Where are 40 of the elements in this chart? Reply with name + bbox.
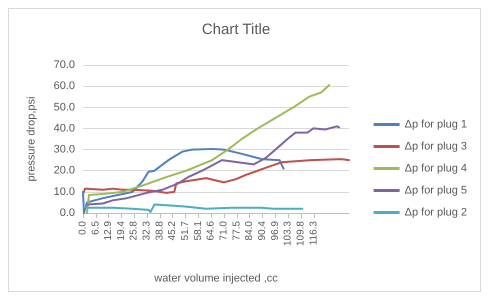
x-tick-label: 90.4	[256, 220, 268, 240]
x-tick-label: 38.8	[154, 220, 166, 240]
y-tick-label: 10.0	[54, 186, 75, 198]
x-tick-label: 51.7	[180, 220, 192, 240]
y-tick-label: 0.0	[60, 207, 75, 219]
line-series	[82, 158, 350, 194]
line-series	[86, 125, 340, 206]
y-tick-label: 60.0	[54, 80, 75, 92]
x-tick-label: 109.8	[295, 220, 306, 246]
legend-label: Δp for plug 2	[404, 206, 468, 218]
x-tick-label: 116.3	[308, 220, 320, 246]
y-tick-label: 30.0	[54, 144, 75, 156]
x-tick-label: 32.3	[142, 220, 153, 240]
legend-label: Δp for plug 3	[404, 140, 468, 152]
x-tick-label: 103.3	[282, 220, 294, 246]
y-axis-title: pressure drop,psi	[26, 96, 38, 182]
legend-label: Δp for plug 5	[404, 184, 468, 196]
y-tick-label: 50.0	[54, 101, 75, 114]
x-tick-label: 6.5	[90, 220, 102, 235]
legend-label: Δp for plug 1	[404, 118, 468, 130]
x-tick-label: 77.5	[231, 220, 242, 240]
y-tick-label: 20.0	[54, 164, 75, 177]
x-tick-label: 84.0	[244, 220, 256, 240]
x-tick-label: 25.8	[128, 220, 140, 240]
line-series	[82, 204, 304, 213]
line-series	[82, 148, 284, 214]
x-tick-label: 19.4	[116, 220, 128, 240]
x-tick-label: 0.0	[78, 220, 88, 235]
x-tick-label: 12.9	[103, 220, 114, 240]
x-tick-label: 45.2	[167, 220, 178, 240]
x-tick-label: 96.9	[270, 220, 281, 240]
x-tick-label: 71.0	[218, 220, 230, 240]
line-series	[86, 84, 330, 214]
x-tick-label: 64.6	[206, 220, 217, 240]
x-axis-title: water volume injected ,cc	[153, 272, 278, 284]
legend-label: Δp for plug 4	[404, 162, 468, 174]
y-tick-label: 40.0	[54, 122, 75, 134]
y-tick-label: 70.0	[54, 59, 75, 71]
chart-title: Chart Title	[202, 21, 270, 38]
x-tick-label: 58.1	[192, 220, 204, 240]
